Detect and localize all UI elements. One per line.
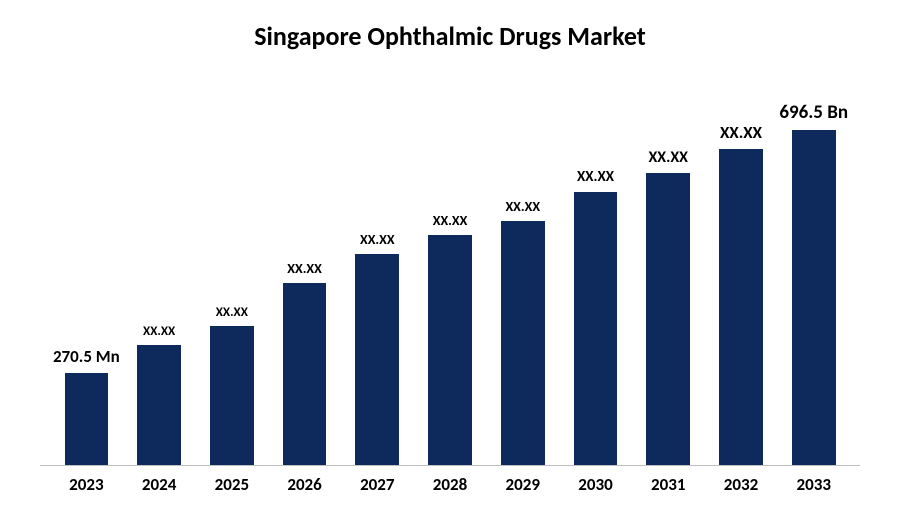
x-axis-label: 2033 (777, 474, 850, 495)
x-axis-label: 2027 (341, 474, 414, 495)
x-axis: 2023 2024 2025 2026 2027 2028 2029 2030 … (40, 466, 860, 495)
x-axis-label: 2025 (195, 474, 268, 495)
bar (65, 373, 109, 465)
bar-group: XX.XX (705, 82, 778, 465)
x-axis-label: 2029 (486, 474, 559, 495)
value-label: XX.XX (360, 231, 395, 248)
value-label: XX.XX (287, 260, 322, 277)
value-label: XX.XX (143, 324, 175, 339)
plot-area: 270.5 Mn XX.XX XX.XX XX.XX XX.XX (40, 82, 860, 466)
bar (283, 283, 327, 465)
bar-group: XX.XX (341, 82, 414, 465)
bar (210, 326, 254, 465)
bars-row: 270.5 Mn XX.XX XX.XX XX.XX XX.XX (40, 82, 860, 465)
bar (355, 254, 399, 465)
bar (137, 345, 181, 465)
x-axis-label: 2030 (559, 474, 632, 495)
bar-group: XX.XX (123, 82, 196, 465)
bar (428, 235, 472, 465)
bar-group: XX.XX (632, 82, 705, 465)
bar-group: 270.5 Mn (50, 82, 123, 465)
x-axis-label: 2032 (705, 474, 778, 495)
x-axis-label: 2024 (123, 474, 196, 495)
bar (719, 149, 763, 465)
bar-group: XX.XX (268, 82, 341, 465)
x-axis-label: 2023 (50, 474, 123, 495)
bar-group: 696.5 Bn (777, 82, 850, 465)
value-label: XX.XX (720, 122, 762, 143)
bar (646, 173, 690, 465)
chart-container: Singapore Ophthalmic Drugs Market 270.5 … (0, 0, 900, 525)
value-label: XX.XX (505, 198, 540, 215)
chart-area: 270.5 Mn XX.XX XX.XX XX.XX XX.XX (40, 82, 860, 495)
chart-title: Singapore Ophthalmic Drugs Market (40, 20, 860, 52)
bar (792, 130, 836, 465)
value-label: XX.XX (433, 212, 468, 229)
bar-group: XX.XX (195, 82, 268, 465)
bar (574, 192, 618, 465)
bar-group: XX.XX (414, 82, 487, 465)
value-label: XX.XX (216, 305, 248, 320)
bar-group: XX.XX (486, 82, 559, 465)
value-label: 696.5 Bn (779, 101, 848, 124)
bar-group: XX.XX (559, 82, 632, 465)
x-axis-label: 2031 (632, 474, 705, 495)
x-axis-label: 2028 (414, 474, 487, 495)
value-label: XX.XX (577, 168, 614, 186)
value-label: XX.XX (648, 148, 688, 167)
value-label: 270.5 Mn (53, 346, 120, 367)
bar (501, 221, 545, 465)
x-axis-label: 2026 (268, 474, 341, 495)
